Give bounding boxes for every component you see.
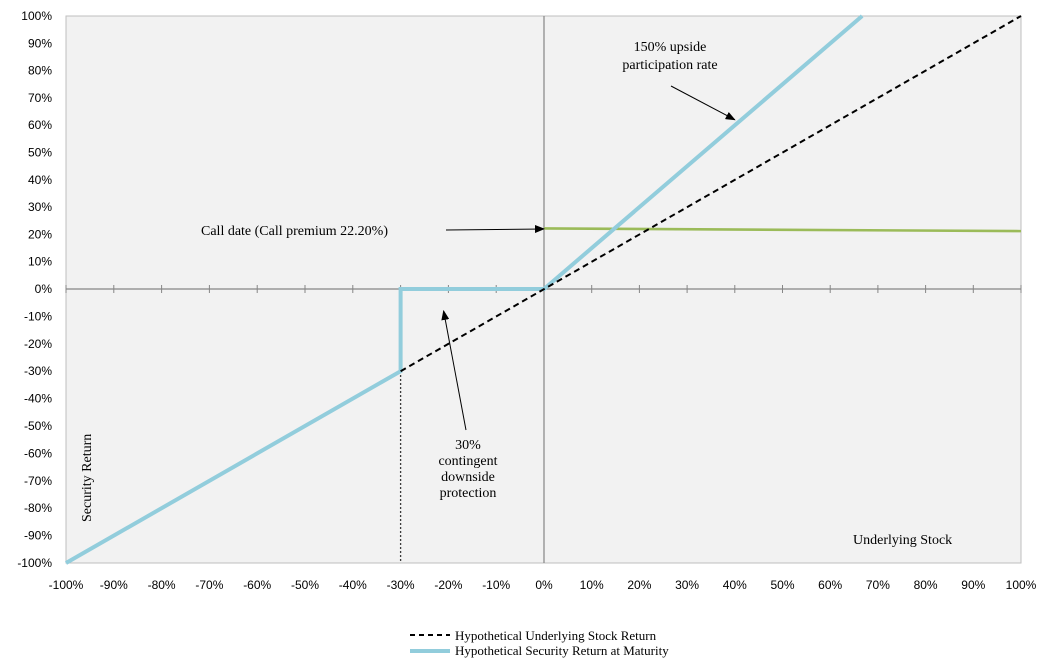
x-tick-label: 40% bbox=[723, 578, 747, 592]
x-tick-label: 20% bbox=[627, 578, 651, 592]
x-tick-label: -50% bbox=[291, 578, 319, 592]
y-tick-label: 70% bbox=[28, 91, 52, 105]
annotations: 150% upside participation rate Call date (… bbox=[201, 40, 736, 501]
y-tick-label: -60% bbox=[24, 446, 52, 460]
x-tick-label: -80% bbox=[148, 578, 176, 592]
y-tick-label: 20% bbox=[28, 227, 52, 241]
y-axis-tick-labels: -100% -90% -80% -70% -60% -50% -40% -30% -20% -10… bbox=[17, 9, 52, 570]
legend-label-security: Hypothetical Security Return at Maturity bbox=[455, 643, 669, 658]
x-tick-label: -30% bbox=[387, 578, 415, 592]
y-tick-label: 50% bbox=[28, 146, 52, 160]
y-tick-label: 60% bbox=[28, 118, 52, 132]
y-tick-label: 90% bbox=[28, 36, 52, 50]
annotation-upside-participation-line: participation rate bbox=[622, 58, 717, 73]
x-tick-label: -70% bbox=[195, 578, 223, 592]
annotation-downside-protection-line: protection bbox=[440, 486, 497, 501]
series-layer bbox=[65, 14, 1022, 565]
y-tick-label: 30% bbox=[28, 200, 52, 214]
y-tick-label: -20% bbox=[24, 337, 52, 351]
x-tick-label: 70% bbox=[866, 578, 890, 592]
x-tick-label: -100% bbox=[49, 578, 84, 592]
legend-label-underlying: Hypothetical Underlying Stock Return bbox=[455, 628, 657, 643]
y-tick-label: -100% bbox=[17, 556, 52, 570]
y-tick-label: -30% bbox=[24, 364, 52, 378]
annotation-upside-participation: 150% upside participation rate bbox=[622, 40, 717, 73]
x-tick-label: 80% bbox=[914, 578, 938, 592]
annotation-call-date: Call date (Call premium 22.20%) bbox=[201, 224, 388, 239]
x-tick-label: 60% bbox=[818, 578, 842, 592]
x-tick-label: 100% bbox=[1006, 578, 1037, 592]
annotation-call-date-arrow bbox=[445, 225, 545, 234]
series-security-return bbox=[65, 14, 864, 565]
y-axis-label: Security Return bbox=[80, 434, 95, 522]
annotation-downside-protection-line: contingent bbox=[438, 454, 497, 469]
y-tick-label: 10% bbox=[28, 255, 52, 269]
y-tick-label: -40% bbox=[24, 392, 52, 406]
y-tick-label: -70% bbox=[24, 474, 52, 488]
y-tick-label: -90% bbox=[24, 529, 52, 543]
y-tick-label: 0% bbox=[35, 282, 53, 296]
series-call-date-line bbox=[543, 227, 1022, 233]
annotation-downside-protection: 30% contingent downside protection bbox=[438, 438, 497, 501]
annotation-downside-protection-line: 30% bbox=[455, 438, 481, 453]
annotation-upside-participation-line: 150% upside bbox=[634, 40, 707, 55]
y-tick-label: -10% bbox=[24, 309, 52, 323]
x-axis-tick-labels: -100% -90% -80% -70% -60% -50% -40% -30% -20% -10… bbox=[49, 578, 1037, 592]
x-tick-label: 90% bbox=[961, 578, 985, 592]
x-tick-label: 50% bbox=[770, 578, 794, 592]
y-tick-label: -50% bbox=[24, 419, 52, 433]
y-tick-label: 40% bbox=[28, 173, 52, 187]
y-tick-label: 80% bbox=[28, 64, 52, 78]
x-axis-label: Underlying Stock bbox=[853, 533, 952, 548]
y-tick-label: 100% bbox=[21, 9, 52, 23]
series-underlying-stock-return bbox=[400, 15, 1022, 373]
annotation-downside-protection-line: downside bbox=[441, 470, 495, 485]
x-tick-label: -10% bbox=[482, 578, 510, 592]
y-tick-label: -80% bbox=[24, 501, 52, 515]
x-tick-label: -40% bbox=[339, 578, 367, 592]
annotation-upside-participation-arrow bbox=[670, 85, 736, 121]
x-tick-label: -90% bbox=[100, 578, 128, 592]
annotation-call-date-line: Call date (Call premium 22.20%) bbox=[201, 224, 388, 239]
x-tick-label: -20% bbox=[434, 578, 462, 592]
x-tick-label: 30% bbox=[675, 578, 699, 592]
x-tick-label: 10% bbox=[580, 578, 604, 592]
x-tick-label: -60% bbox=[243, 578, 271, 592]
legend: Hypothetical Underlying Stock Return Hyp… bbox=[410, 628, 669, 658]
annotation-downside-protection-arrow bbox=[441, 309, 467, 431]
x-tick-label: 0% bbox=[535, 578, 553, 592]
